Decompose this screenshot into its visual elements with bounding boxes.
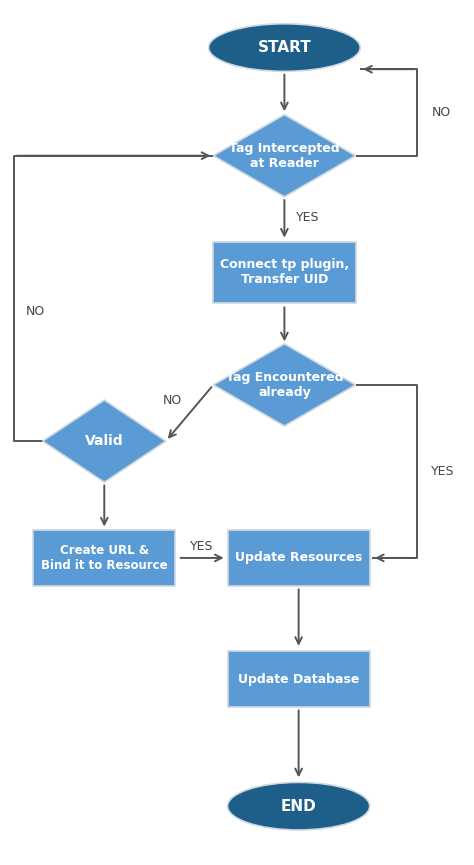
Polygon shape <box>213 115 356 196</box>
FancyBboxPatch shape <box>33 529 175 586</box>
Text: Valid: Valid <box>85 434 124 448</box>
Text: NO: NO <box>163 394 182 407</box>
Text: Update Database: Update Database <box>238 672 359 686</box>
Polygon shape <box>43 400 166 483</box>
Text: START: START <box>257 40 311 55</box>
FancyBboxPatch shape <box>228 650 370 708</box>
Ellipse shape <box>209 23 360 72</box>
Ellipse shape <box>228 782 370 830</box>
Text: Create URL &
Bind it to Resource: Create URL & Bind it to Resource <box>41 544 168 572</box>
Polygon shape <box>213 343 356 426</box>
Text: Connect tp plugin,
Transfer UID: Connect tp plugin, Transfer UID <box>220 259 349 286</box>
Text: END: END <box>281 798 317 814</box>
Text: YES: YES <box>296 211 320 225</box>
FancyBboxPatch shape <box>228 529 370 586</box>
FancyBboxPatch shape <box>213 242 356 303</box>
Text: NO: NO <box>26 304 46 318</box>
Text: Update Resources: Update Resources <box>235 551 362 565</box>
Text: YES: YES <box>431 465 455 478</box>
Text: Tag Intercepted
at Reader: Tag Intercepted at Reader <box>229 142 340 170</box>
Text: Tag Encountered
already: Tag Encountered already <box>226 371 343 399</box>
Text: NO: NO <box>431 106 451 119</box>
Text: YES: YES <box>190 540 213 554</box>
